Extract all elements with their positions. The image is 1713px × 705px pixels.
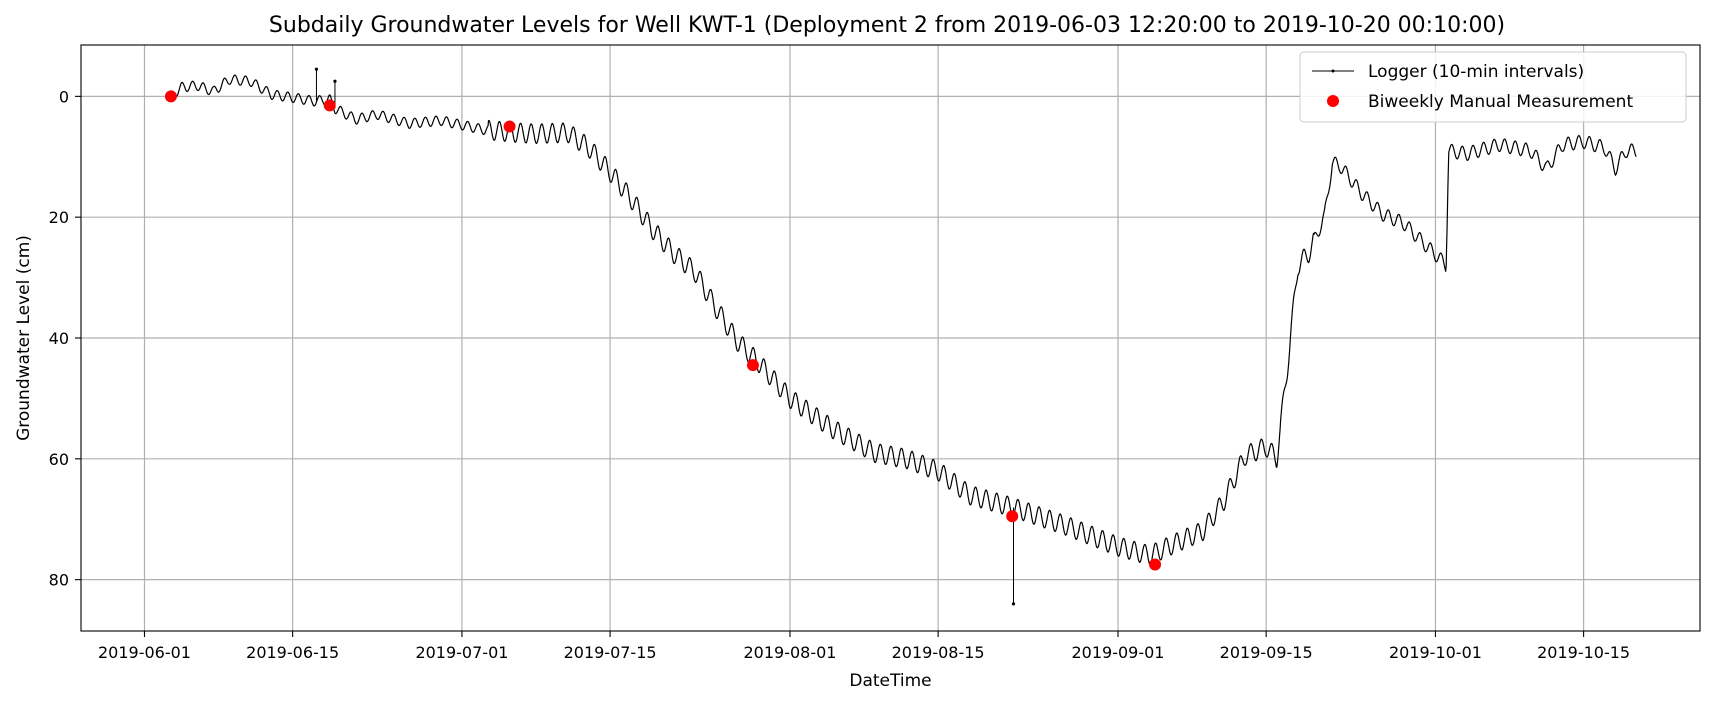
y-tick-label: 40 (49, 329, 69, 348)
x-tick-label: 2019-10-01 (1389, 643, 1482, 662)
legend: Logger (10-min intervals) Biweekly Manua… (1299, 51, 1687, 123)
logger-spike-point (1011, 602, 1016, 606)
axis-ticks: 2019-06-01 2019-06-15 2019-07-01 2019-07-15… (49, 87, 1630, 662)
x-tick-label: 2019-08-01 (743, 643, 836, 662)
manual-measurement-point (164, 90, 177, 103)
x-tick-label: 2019-07-15 (564, 643, 657, 662)
manual-measurement-point (1006, 510, 1019, 523)
x-tick-label: 2019-10-15 (1537, 643, 1630, 662)
x-tick-label: 2019-06-15 (246, 643, 339, 662)
plot-area (164, 67, 1637, 606)
logger-spike-point (333, 79, 337, 83)
chart-title: Subdaily Groundwater Levels for Well KWT… (269, 13, 1505, 38)
x-tick-label: 2019-06-01 (98, 643, 191, 662)
y-tick-label: 60 (49, 450, 69, 469)
y-tick-label: 0 (59, 87, 69, 106)
series-logger-line (170, 74, 1637, 566)
x-axis-label: DateTime (849, 671, 931, 691)
series-manual-points (164, 90, 1162, 571)
y-tick-label: 80 (49, 571, 69, 590)
legend-box (1299, 51, 1687, 123)
x-tick-label: 2019-09-01 (1072, 643, 1165, 662)
manual-measurement-point (1149, 558, 1162, 571)
manual-measurement-point (746, 359, 759, 372)
x-tick-label: 2019-09-15 (1220, 643, 1313, 662)
plot-frame (80, 44, 1701, 632)
legend-logger-label: Logger (10-min intervals) (1368, 62, 1584, 82)
y-axis-label: Groundwater Level (cm) (14, 235, 34, 441)
x-tick-label: 2019-08-15 (892, 643, 985, 662)
logger-spike-point (314, 67, 319, 71)
legend-manual-label: Biweekly Manual Measurement (1368, 92, 1633, 112)
y-tick-label: 20 (49, 208, 69, 227)
x-tick-label: 2019-07-01 (415, 643, 508, 662)
manual-measurement-point (323, 99, 336, 112)
legend-manual-marker (1327, 95, 1339, 107)
manual-measurement-point (503, 120, 516, 133)
legend-logger-marker (1331, 69, 1335, 73)
